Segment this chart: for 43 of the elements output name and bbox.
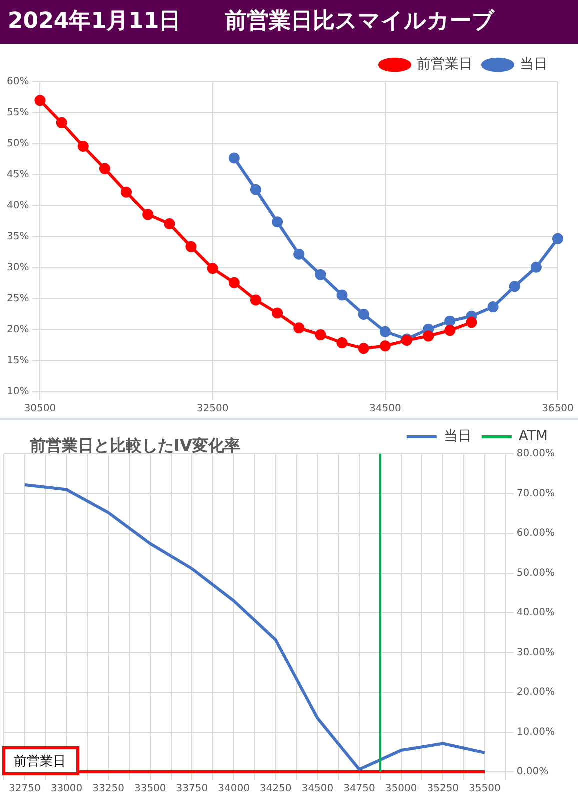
x-tick-label: 34250	[260, 784, 292, 795]
y2-tick-label: 40.00%	[516, 608, 556, 619]
x-tick-label: 35250	[427, 784, 460, 795]
y-tick-label: 40%	[6, 200, 30, 212]
x-tick-label: 35000	[385, 784, 418, 795]
y-tick-label: 50%	[6, 138, 30, 150]
x-tick-label: 33250	[92, 784, 124, 795]
y-tick-label: 30%	[6, 262, 30, 274]
legend-label: 前営業日	[417, 56, 473, 73]
y2-tick-label: 70.00%	[516, 488, 556, 500]
chart-title: 2024年1月11日 前営業日比スマイルカーブ	[0, 0, 578, 44]
y-tick-label: 15%	[6, 356, 30, 367]
y-tick-label: 45%	[6, 170, 30, 181]
x-tick-label: 35500	[469, 784, 501, 795]
x-tick-label: 36500	[542, 404, 574, 415]
x-tick-label: 34000	[218, 784, 250, 795]
annotation: 前営業日	[14, 754, 66, 770]
chart-title: 前営業日と比較したIV変化率	[30, 436, 240, 457]
y2-tick-label: 80.00%	[516, 448, 556, 460]
x-tick-label: 34500	[370, 404, 402, 415]
x-tick-label: 34750	[344, 784, 376, 795]
legend-label: 当日	[520, 56, 548, 73]
y2-tick-label: 60.00%	[516, 528, 556, 540]
y2-tick-label: 30.00%	[516, 647, 556, 658]
y-tick-label: 25%	[6, 294, 30, 305]
y-tick-label: 35%	[6, 232, 30, 243]
y-tick-label: 55%	[6, 108, 30, 119]
x-tick-label: 33500	[134, 784, 166, 795]
y-tick-label: 60%	[6, 76, 30, 88]
x-tick-label: 32750	[9, 784, 41, 795]
x-tick-label: 34500	[302, 784, 334, 795]
legend-label: 当日	[444, 428, 472, 445]
y2-tick-label: 0.00%	[516, 766, 549, 778]
y2-tick-label: 20.00%	[516, 687, 556, 698]
x-tick-label: 33750	[176, 784, 208, 795]
legend-label: ATM	[518, 428, 548, 445]
x-tick-label: 33000	[50, 784, 83, 795]
y-tick-label: 20%	[6, 324, 30, 336]
x-tick-label: 32500	[196, 404, 229, 415]
x-tick-label: 30500	[24, 404, 56, 415]
y-tick-label: 10%	[6, 386, 30, 398]
y2-tick-label: 50.00%	[516, 568, 556, 579]
y2-tick-label: 10.00%	[516, 726, 556, 738]
